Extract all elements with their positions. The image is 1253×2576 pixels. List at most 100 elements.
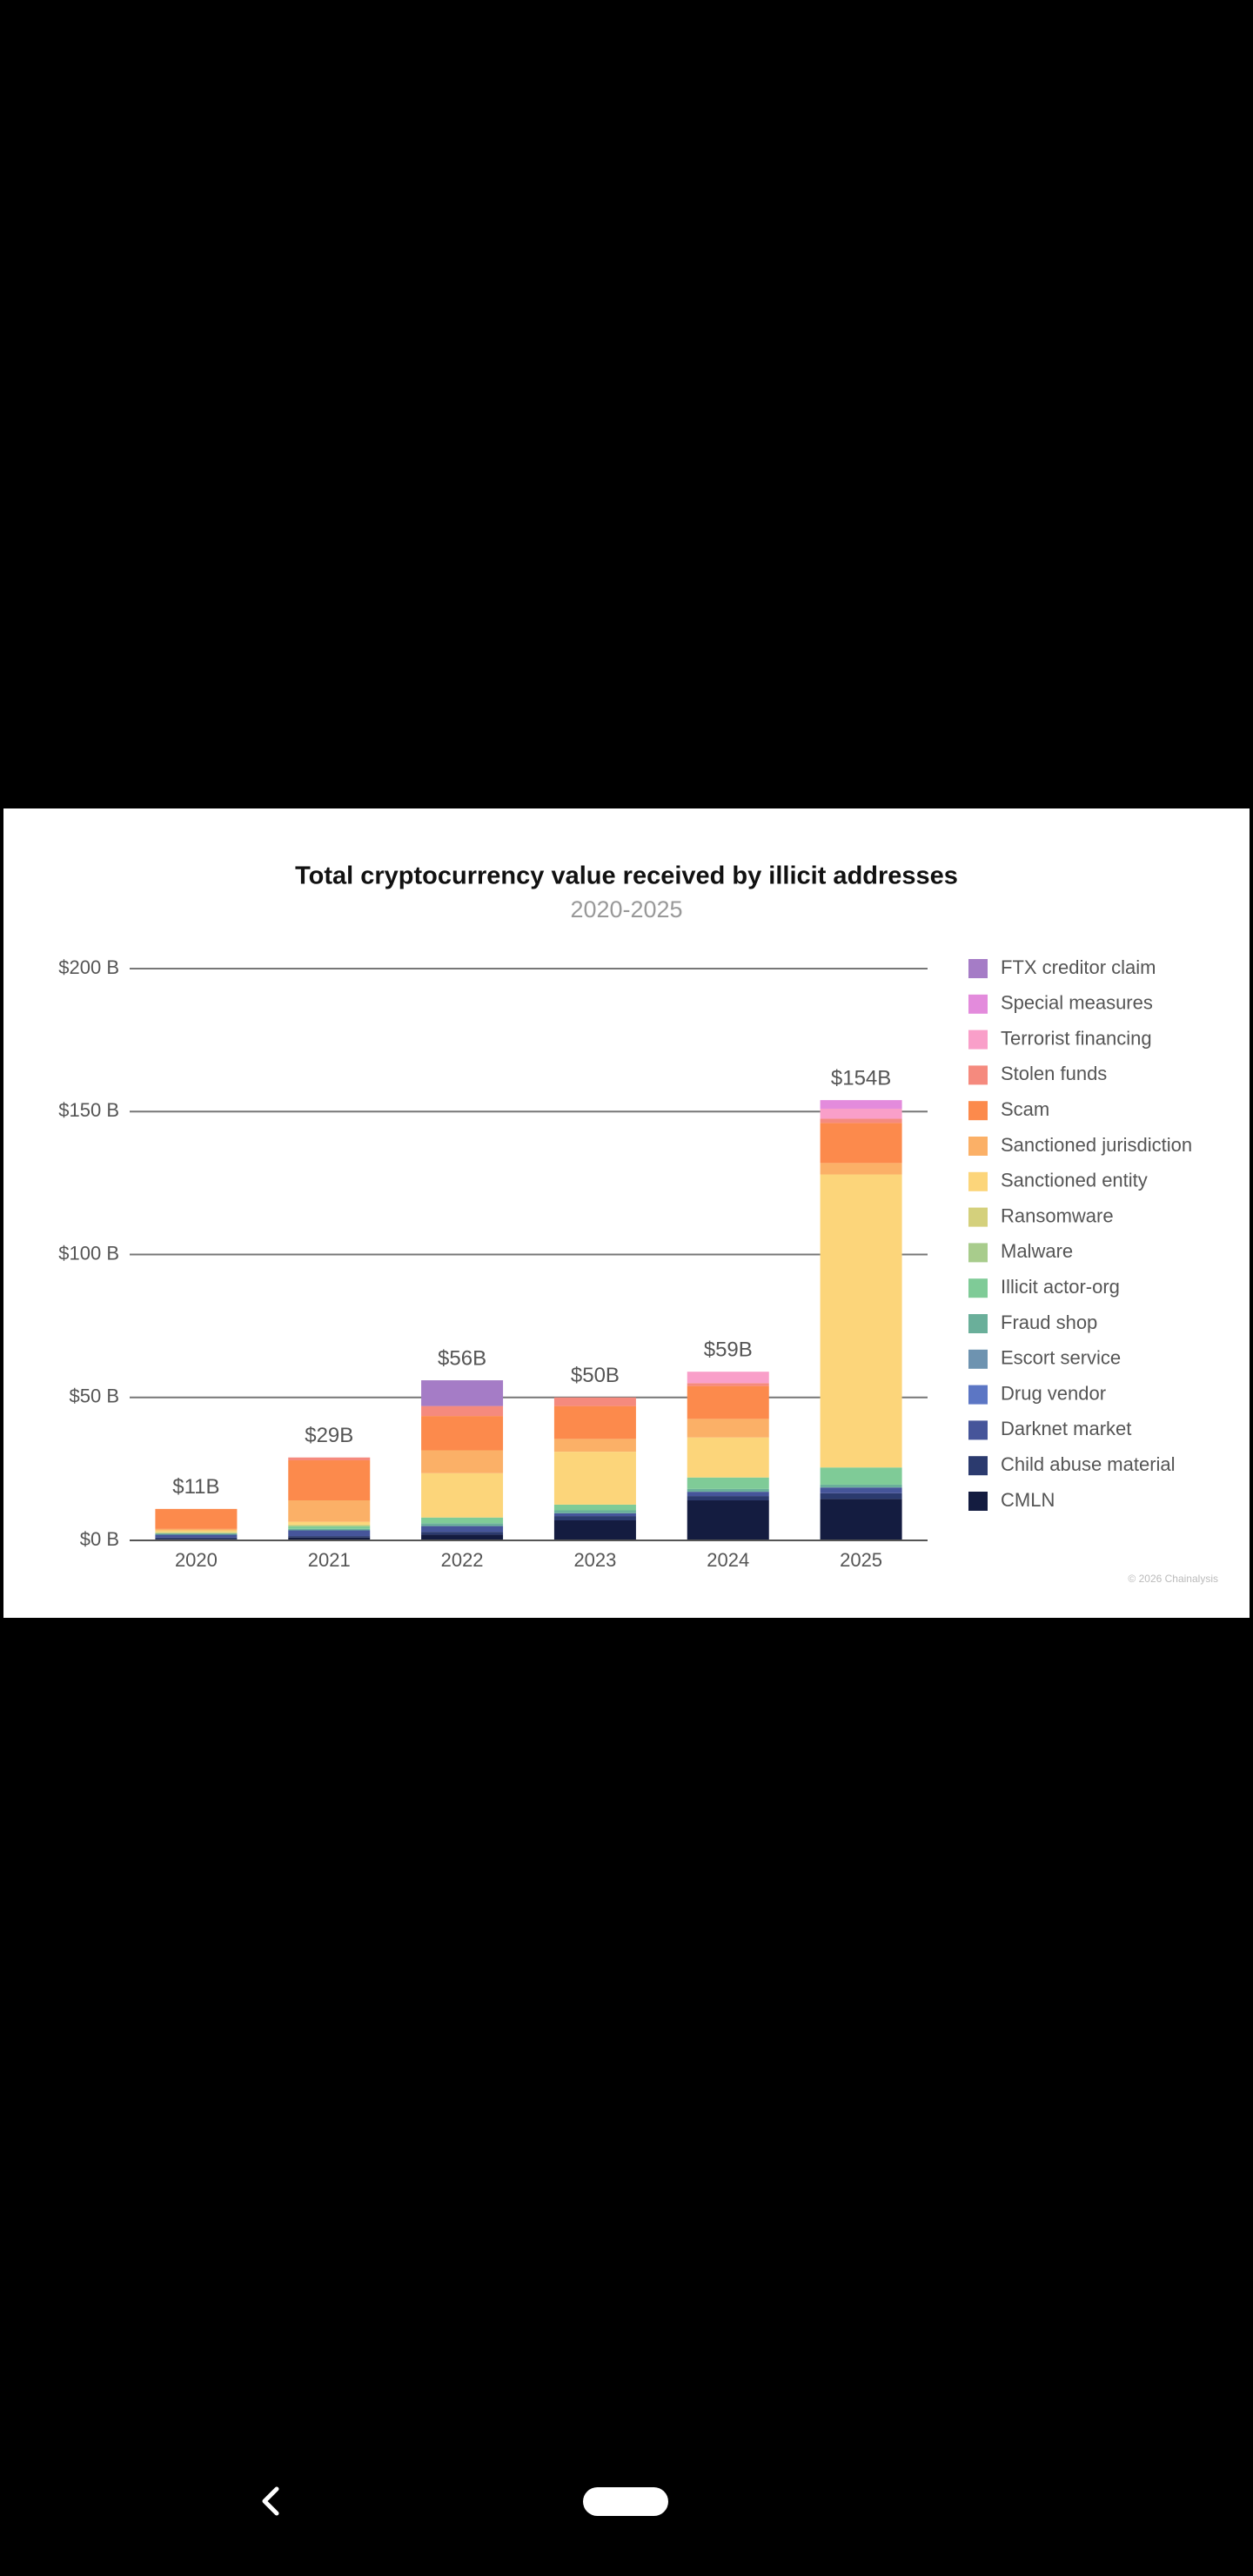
source-note: © 2026 Chainalysis [1128,1573,1218,1585]
legend-swatch [968,1349,988,1369]
bar-segment [155,1534,238,1538]
legend-label: Drug vendor [1001,1382,1106,1404]
bar-segment [421,1416,504,1451]
back-button[interactable] [262,2486,279,2516]
bar-segment [687,1385,769,1419]
bar-segment [288,1528,371,1531]
legend-label: FTX creditor claim [1001,956,1156,978]
legend-swatch [968,1030,988,1050]
chart-title: Total cryptocurrency value received by i… [295,862,958,890]
legend-swatch [968,1243,988,1263]
bar-segment [687,1437,769,1478]
bar-segment [820,1499,902,1540]
total-label: $59B [704,1338,753,1362]
bar-segment [820,1118,902,1124]
legend-swatch [968,1065,988,1085]
bar-segment [820,1487,902,1493]
bar-segment [421,1472,504,1518]
bar-segment [553,1439,636,1452]
legend-label: Special measures [1001,992,1153,1014]
total-label: $56B [438,1346,486,1370]
bar-segment [820,1123,902,1164]
bar-segment [820,1493,902,1499]
x-tick-label: 2025 [840,1549,882,1571]
bar-segment [155,1530,238,1533]
legend-label: Fraud shop [1001,1311,1097,1333]
y-tick-label: $0 B [80,1528,119,1550]
total-label: $154B [831,1066,891,1090]
bar-segment [553,1504,636,1511]
bar-segment [288,1526,371,1529]
total-label: $11B [172,1475,219,1499]
bar-segment [820,1467,902,1485]
bar-segment [820,1108,902,1119]
legend-swatch [968,1314,988,1333]
bar-segment [687,1496,769,1501]
bar-segment [288,1524,371,1526]
bar-segment [421,1523,504,1526]
x-tick-label: 2020 [175,1549,218,1571]
bar-segment [155,1533,238,1535]
bar-segment [820,1484,902,1488]
y-tick-label: $100 B [58,1242,119,1264]
total-label: $50B [571,1364,620,1387]
legend-swatch [968,1137,988,1156]
bar-segment [820,1174,902,1468]
bar-segment [288,1500,371,1522]
bar-segment [155,1508,238,1529]
bar-segment [155,1537,238,1540]
legend-label: Malware [1001,1240,1073,1262]
x-tick-label: 2023 [573,1549,616,1571]
legend-swatch [968,1207,988,1227]
legend-swatch [968,1420,988,1440]
bar-segment [687,1477,769,1489]
y-tick-label: $200 B [58,956,119,978]
legend-label: Scam [1001,1098,1049,1120]
x-tick-label: 2021 [308,1549,351,1571]
total-label: $29B [305,1424,353,1447]
bar-segment [820,1163,902,1175]
legend-label: Sanctioned entity [1001,1170,1148,1191]
legend-swatch [968,1385,988,1405]
bar-segment [288,1537,371,1540]
bar-segment [553,1516,636,1521]
bar-segment [155,1532,238,1533]
legend-label: Sanctioned jurisdiction [1001,1134,1192,1156]
bar-segment [553,1405,636,1439]
bar-segment [687,1492,769,1497]
legend-label: Darknet market [1001,1418,1131,1439]
bar-segment [421,1405,504,1417]
bar-segment [288,1460,371,1501]
bar-segment [421,1534,504,1540]
bar-segment [687,1419,769,1438]
legend-swatch [968,1171,988,1191]
bar-segment [553,1510,636,1513]
bar-segment [421,1526,504,1533]
legend-label: Ransomware [1001,1204,1114,1226]
bar-segment [288,1536,371,1538]
bar-segment [288,1457,371,1461]
legend-label: CMLN [1001,1489,1055,1511]
x-tick-label: 2024 [707,1549,749,1571]
bar-segment [155,1528,238,1531]
legend-label: Illicit actor-org [1001,1276,1120,1298]
bar-segment [421,1517,504,1524]
legend-label: Child abuse material [1001,1453,1176,1475]
legend-swatch [968,959,988,978]
bar-segment [553,1513,636,1517]
legend-swatch [968,1492,988,1511]
legend-swatch [968,994,988,1014]
home-pill[interactable] [583,2487,668,2516]
bar-segment [421,1532,504,1535]
legend-swatch [968,1101,988,1121]
bar-segment [820,1100,902,1109]
legend-label: Escort service [1001,1347,1121,1369]
y-tick-label: $150 B [58,1099,119,1121]
bar-segment [553,1520,636,1540]
x-tick-label: 2022 [441,1549,484,1571]
legend-swatch [968,1456,988,1476]
bar-segment [687,1488,769,1493]
bar-segment [421,1380,504,1406]
